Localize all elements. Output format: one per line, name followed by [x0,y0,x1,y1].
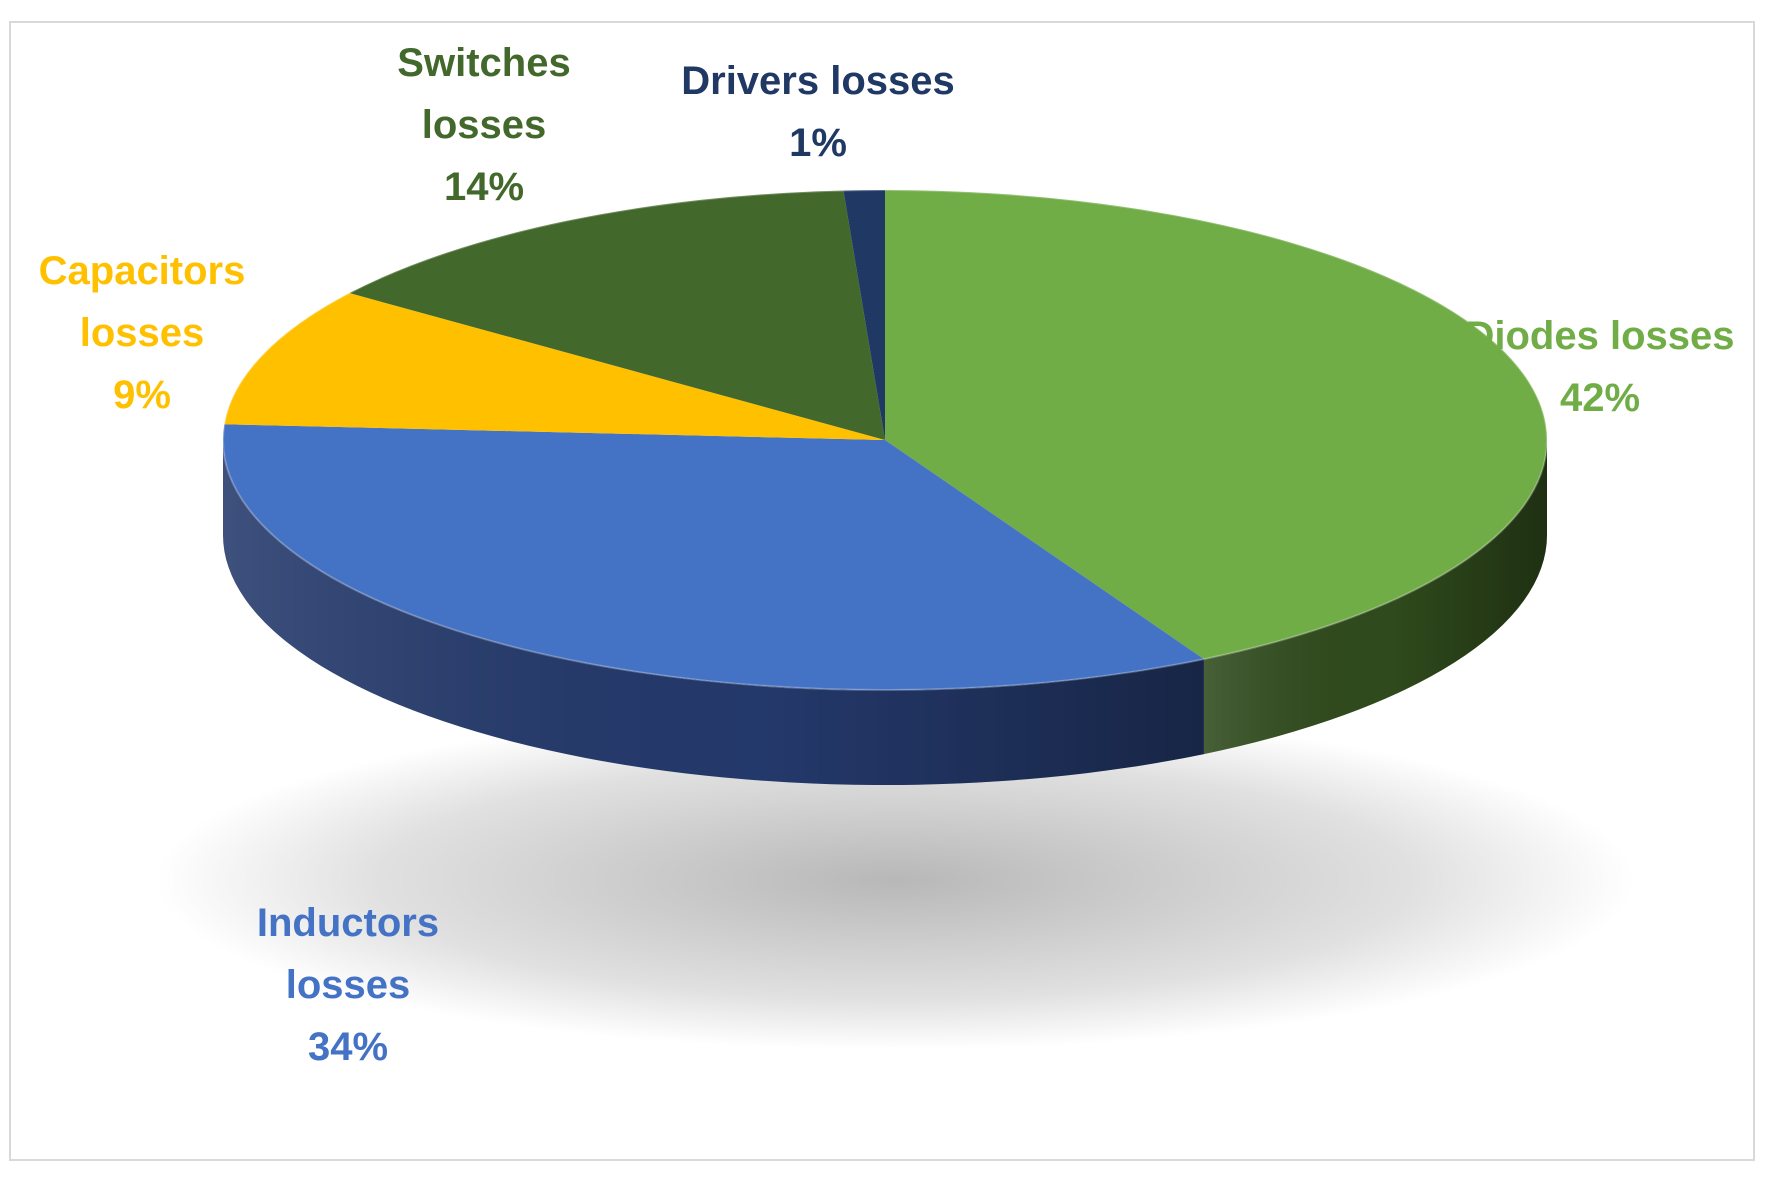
pie-shadow [155,710,1635,1050]
slice-diodes-losses[interactable] [885,190,1547,660]
data-label-drivers-losses: Drivers losses 1% [681,50,955,174]
label-percent: 42% [1559,376,1641,420]
pie-sides [223,440,1547,786]
label-percent: 34% [307,1025,389,1069]
pie-rim [222,189,1548,691]
label-percent: 14% [443,165,525,209]
slice-drivers-losses[interactable] [843,190,885,440]
label-name-line: losses [285,963,411,1007]
label-name-line: Diodes losses [1465,314,1735,358]
data-label-inductors-losses: Inductors losses 34% [257,892,439,1078]
label-name-line: Capacitors [38,249,246,293]
label-percent: 9% [113,373,171,417]
data-label-capacitors-losses: Capacitors losses 9% [39,240,246,426]
label-name-line: Drivers losses [681,59,955,103]
pie-slices [222,189,1548,691]
label-percent: 1% [789,121,847,165]
slice-side-shade-diodes-losses [1203,440,1547,755]
data-label-switches-losses: Switches losses 14% [397,32,570,218]
label-name-line: losses [421,103,547,147]
slice-inductors-losses[interactable] [223,424,1204,690]
label-name-line: losses [79,311,205,355]
slice-side-shade-inductors-losses [223,440,1204,786]
slice-capacitors-losses[interactable] [224,293,886,440]
label-name-line: Inductors [256,901,440,945]
slice-switches-losses[interactable] [349,190,885,440]
label-name-line: Switches [397,41,571,85]
data-label-diodes-losses: Diodes losses 42% [1465,305,1734,429]
